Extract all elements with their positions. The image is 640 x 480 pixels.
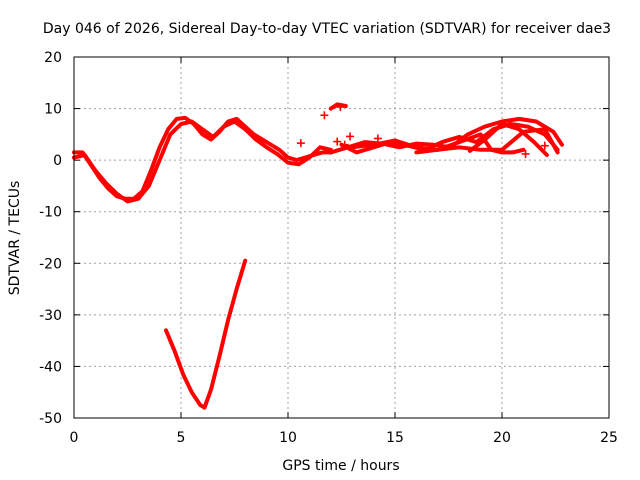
y-tick-label: -50 (39, 411, 62, 427)
x-tick-label: 25 (600, 430, 618, 446)
x-tick-labels: 0 5 10 15 20 25 (70, 430, 618, 446)
y-tick-labels: -50 -40 -30 -20 -10 0 10 20 (39, 50, 62, 427)
scatter-markers (296, 103, 549, 158)
data-point (521, 149, 530, 158)
y-tick-label: -40 (39, 359, 62, 375)
x-axis-label: GPS time / hours (282, 458, 399, 474)
data-point (346, 132, 355, 141)
data-point (336, 103, 345, 112)
x-tick-label: 10 (279, 430, 297, 446)
y-tick-label: -30 (39, 308, 62, 324)
plot-frame (73, 56, 610, 419)
x-tick-label: 0 (70, 430, 79, 446)
series-tail-track-3 (350, 127, 560, 155)
x-tick-label: 15 (386, 430, 404, 446)
data-point (540, 141, 549, 150)
y-tick-label: 10 (44, 102, 62, 118)
x-tick-label: 20 (493, 430, 511, 446)
data-point (340, 140, 349, 149)
y-tick-label: 20 (44, 50, 62, 66)
data-series (72, 102, 564, 410)
series-tail-track-4 (414, 132, 526, 155)
y-axis-label: SDTVAR / TECUs (7, 181, 23, 296)
data-point (373, 134, 382, 143)
series-main-track-a (72, 115, 333, 201)
series-isolated-segment (328, 102, 348, 111)
x-tick-label: 5 (177, 430, 186, 446)
y-tick-label: -10 (39, 205, 62, 221)
y-tick-label: -20 (39, 256, 62, 272)
chart-title: Day 046 of 2026, Sidereal Day-to-day VTE… (43, 21, 611, 37)
data-point (333, 137, 342, 146)
series-tail-track-2 (339, 122, 560, 155)
series-v-track (164, 258, 248, 410)
series-tail-track-5 (467, 122, 549, 157)
y-tick-label: 0 (53, 153, 62, 169)
series-main-track-b (72, 119, 333, 204)
grid-lines (74, 57, 609, 418)
data-point (296, 139, 305, 148)
data-point (320, 111, 329, 120)
axis-ticks (73, 56, 610, 419)
